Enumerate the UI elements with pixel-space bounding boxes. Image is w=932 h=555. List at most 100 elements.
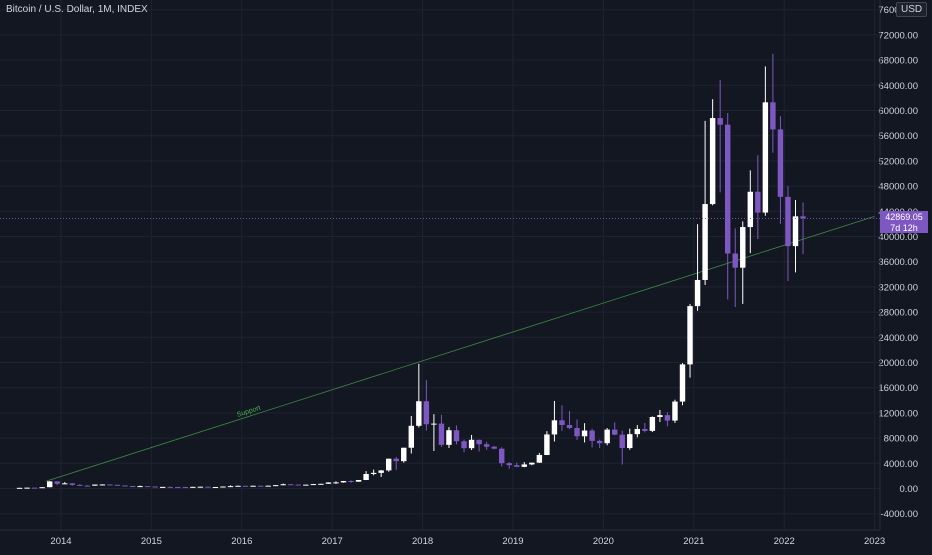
candle-body xyxy=(31,487,38,489)
candle-body xyxy=(280,484,286,486)
x-tick-label: 2014 xyxy=(50,536,71,547)
y-tick-label: 0.00 xyxy=(900,484,919,495)
candle-body xyxy=(438,423,445,445)
candle-body xyxy=(446,430,452,445)
candle-body xyxy=(574,428,580,437)
y-tick-label: 72000.00 xyxy=(878,30,918,41)
candle-body xyxy=(288,484,294,486)
candle-body xyxy=(62,483,68,485)
candle-body xyxy=(92,484,98,486)
candle-body xyxy=(642,428,648,431)
candle-body xyxy=(54,481,60,484)
candle-body xyxy=(197,486,204,488)
candle-body xyxy=(468,439,475,449)
candle-body xyxy=(792,216,799,247)
candle-body xyxy=(257,485,264,487)
candle-body xyxy=(498,448,505,464)
candle-body xyxy=(340,481,347,483)
candle-body xyxy=(634,428,641,435)
y-tick-label: 40000.00 xyxy=(878,232,918,243)
chart-title: Bitcoin / U.S. Dollar, 1M, INDEX xyxy=(6,4,148,15)
candle-body xyxy=(144,486,151,488)
candle-body xyxy=(393,458,399,462)
candle-body xyxy=(672,401,678,421)
candle-body xyxy=(175,486,181,488)
candle-body xyxy=(777,129,784,197)
x-tick-label: 2017 xyxy=(322,536,343,547)
candle-body xyxy=(39,487,45,489)
candle-body xyxy=(265,485,271,487)
candle-body xyxy=(619,434,625,449)
y-tick-label: 48000.00 xyxy=(878,182,918,193)
candle-body xyxy=(529,462,535,465)
candle-body xyxy=(401,447,407,462)
candle-body xyxy=(137,486,143,488)
candle-body xyxy=(611,429,618,435)
candle-body xyxy=(679,364,686,402)
candle-body xyxy=(724,124,731,254)
candle-body xyxy=(431,423,437,425)
x-tick-label: 2016 xyxy=(231,536,252,547)
candle-body xyxy=(664,415,671,421)
candle-body xyxy=(129,486,136,488)
candle-body xyxy=(107,484,113,486)
candle-body xyxy=(596,440,603,444)
candle-body xyxy=(363,474,369,480)
candle-body xyxy=(461,441,467,449)
candle-body xyxy=(491,446,497,449)
candle-body xyxy=(122,485,128,487)
candle-body xyxy=(694,279,701,307)
candle-body xyxy=(325,482,332,484)
candle-body xyxy=(378,470,384,473)
candle-body xyxy=(649,416,656,431)
candle-body xyxy=(152,486,158,488)
candle-body xyxy=(604,429,610,444)
x-tick-label: 2018 xyxy=(412,536,433,547)
candle-body xyxy=(16,487,23,489)
candle-body xyxy=(310,484,317,486)
y-tick-label: 36000.00 xyxy=(878,257,918,268)
candle-body xyxy=(800,216,806,219)
x-tick-label: 2021 xyxy=(683,536,704,547)
candle-body xyxy=(536,454,543,463)
x-tick-label: 2019 xyxy=(502,536,523,547)
candle-body xyxy=(627,434,633,449)
currency-badge[interactable]: USD xyxy=(896,2,928,17)
y-tick-label: 68000.00 xyxy=(878,56,918,67)
candle-body xyxy=(99,484,106,486)
candle-body xyxy=(333,482,339,484)
x-tick-label: 2023 xyxy=(864,536,885,547)
y-tick-label: 60000.00 xyxy=(878,106,918,117)
candle-body xyxy=(687,306,693,365)
candle-body xyxy=(348,481,354,483)
candle-body xyxy=(227,486,234,488)
candle-body xyxy=(77,484,83,486)
y-tick-label: 20000.00 xyxy=(878,358,918,369)
candle-body xyxy=(702,204,708,280)
y-tick-label: 32000.00 xyxy=(878,282,918,293)
candle-body xyxy=(235,485,241,487)
candle-body xyxy=(476,439,482,445)
y-tick-label: 8000.00 xyxy=(884,434,918,445)
candle-body xyxy=(355,479,362,482)
candle-body xyxy=(483,444,490,447)
y-tick-label: 16000.00 xyxy=(878,383,918,394)
candle-body xyxy=(250,485,256,487)
candle-body xyxy=(514,465,520,467)
candle-body xyxy=(212,487,219,489)
x-tick-label: 2022 xyxy=(774,536,795,547)
candle-body xyxy=(46,481,53,488)
candle-body xyxy=(785,196,791,247)
x-tick-label: 2015 xyxy=(141,536,162,547)
candle-body xyxy=(220,486,226,488)
y-tick-label: 24000.00 xyxy=(878,333,918,344)
y-tick-label: 4000.00 xyxy=(884,459,918,470)
candle-countdown: 7d 12h xyxy=(890,222,918,233)
y-tick-label: -4000.00 xyxy=(880,509,918,520)
candle-body xyxy=(385,458,392,471)
y-tick-label: 64000.00 xyxy=(878,81,918,92)
candle-body xyxy=(159,486,166,488)
